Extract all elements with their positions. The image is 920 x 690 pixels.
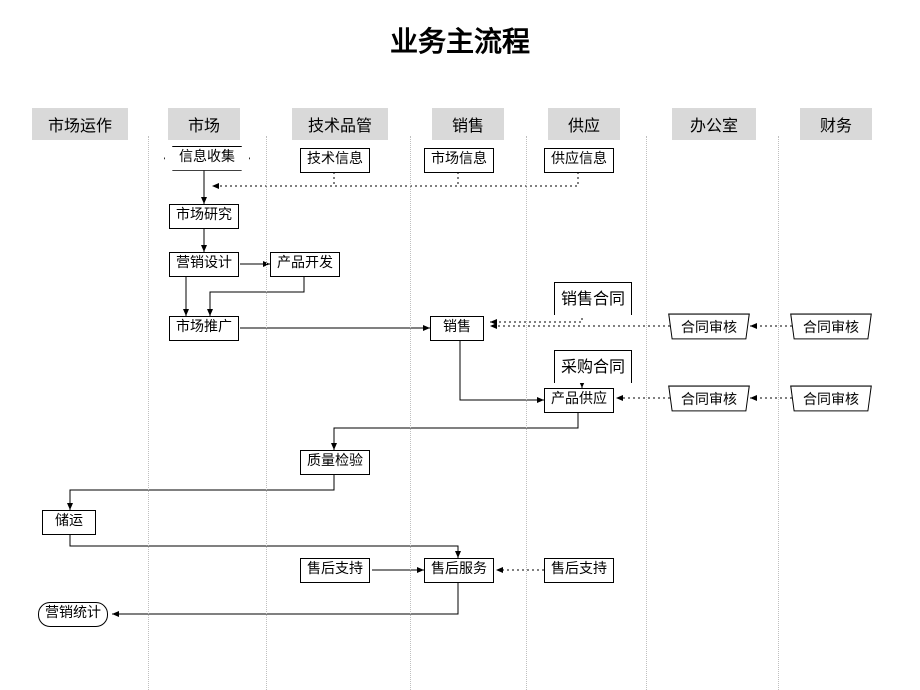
node-market_research: 市场研究 — [169, 204, 239, 229]
node-product_dev: 产品开发 — [270, 252, 340, 277]
edges-layer — [0, 0, 920, 690]
doc-purchase_contract: 采购合同 — [554, 350, 632, 383]
edge — [70, 534, 458, 558]
lane-separator — [266, 136, 267, 690]
edge — [334, 412, 578, 450]
node-sales: 销售 — [430, 316, 484, 341]
lane-header-l4: 销售 — [432, 108, 504, 140]
node-after_support1: 售后支持 — [300, 558, 370, 583]
edge — [112, 582, 458, 614]
lane-separator — [410, 136, 411, 690]
lane-separator — [148, 136, 149, 690]
doc-sales_contract: 销售合同 — [554, 282, 632, 315]
edge — [460, 340, 544, 400]
node-after_support2: 售后支持 — [544, 558, 614, 583]
lane-header-l2: 市场 — [168, 108, 240, 140]
audit-audit2a: 合同审核 — [670, 386, 748, 412]
node-stats: 营销统计 — [38, 602, 108, 627]
node-tech_info: 技术信息 — [300, 148, 370, 173]
node-supply_info: 供应信息 — [544, 148, 614, 173]
node-marketing_design: 营销设计 — [169, 252, 239, 277]
audit-audit2b: 合同审核 — [792, 386, 870, 412]
audit-audit1a: 合同审核 — [670, 314, 748, 340]
node-info_collect: 信息收集 — [164, 146, 250, 171]
lane-header-l3: 技术品管 — [292, 108, 388, 140]
audit-audit1b: 合同审核 — [792, 314, 870, 340]
node-product_supply: 产品供应 — [544, 388, 614, 413]
diagram-title: 业务主流程 — [0, 20, 920, 60]
edge — [210, 276, 304, 316]
node-market_promo: 市场推广 — [169, 316, 239, 341]
edge — [70, 474, 334, 510]
lane-header-l7: 财务 — [800, 108, 872, 140]
node-after_service: 售后服务 — [424, 558, 494, 583]
node-market_info: 市场信息 — [424, 148, 494, 173]
lane-separator — [526, 136, 527, 690]
lane-header-l6: 办公室 — [672, 108, 756, 140]
lane-header-l5: 供应 — [548, 108, 620, 140]
node-quality_check: 质量检验 — [300, 450, 370, 475]
lane-header-l1: 市场运作 — [32, 108, 128, 140]
node-storage: 储运 — [42, 510, 96, 535]
lane-separator — [778, 136, 779, 690]
lane-separator — [646, 136, 647, 690]
